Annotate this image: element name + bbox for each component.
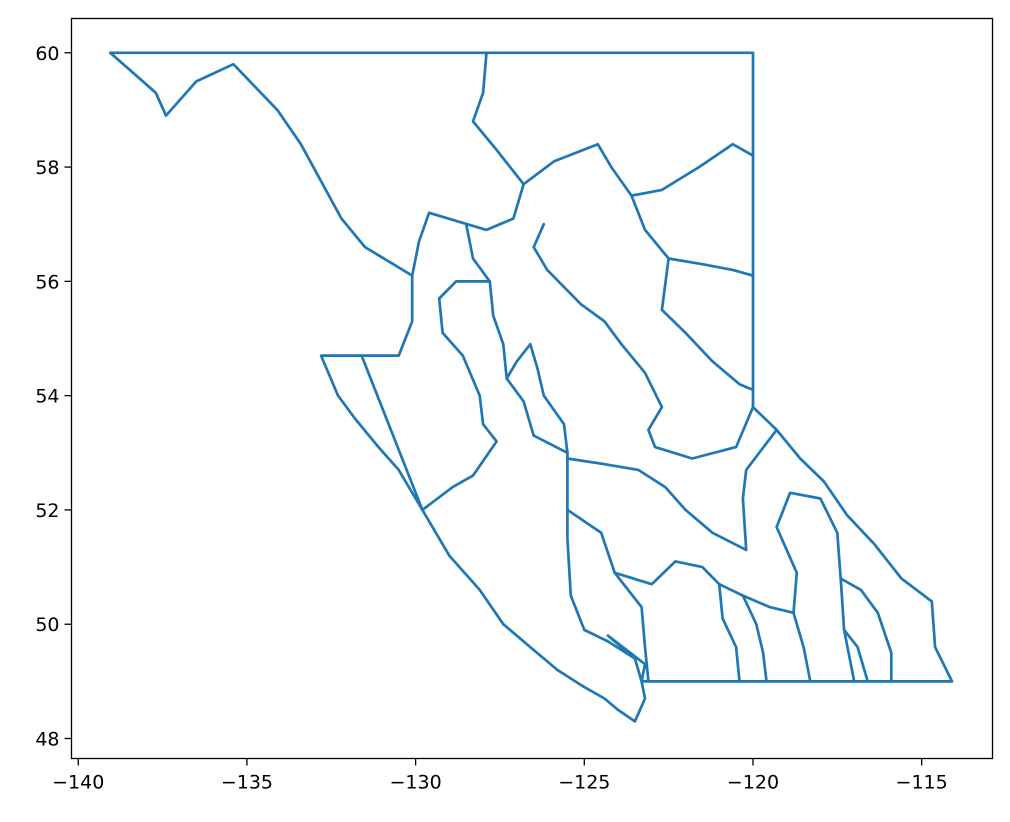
boundary-cariboo-split bbox=[566, 457, 748, 552]
boundary-kootenay-west bbox=[792, 611, 812, 683]
boundary-north-divide bbox=[410, 51, 525, 277]
x-tick-label: −125 bbox=[558, 772, 610, 794]
x-tick-label: −120 bbox=[727, 772, 779, 794]
boundary-skeena-east bbox=[464, 222, 569, 455]
x-tick-label: −140 bbox=[52, 772, 104, 794]
y-axis: 48 50 52 54 56 58 60 bbox=[35, 43, 72, 751]
boundary-fort-nelson-south bbox=[630, 194, 755, 277]
boundary-nechako-south bbox=[505, 342, 569, 455]
boundary-dawson-creek bbox=[660, 257, 755, 392]
x-tick-label: −115 bbox=[896, 772, 948, 794]
boundary-island-boundary bbox=[606, 634, 647, 683]
boundary-haida-gwaii-split bbox=[360, 354, 424, 512]
y-tick-label: 52 bbox=[35, 500, 59, 522]
boundary-bulkley-nechako bbox=[421, 280, 498, 512]
boundary-rockies-split bbox=[839, 577, 893, 683]
y-tick-label: 56 bbox=[35, 271, 59, 293]
y-tick-label: 50 bbox=[35, 614, 59, 636]
boundary-east-kootenay bbox=[842, 628, 870, 683]
boundary-peace-river-west bbox=[532, 222, 755, 460]
boundary-north-thompson bbox=[741, 428, 778, 552]
x-axis: −140 −135 −130 −125 −120 −115 bbox=[52, 758, 948, 794]
y-tick-label: 54 bbox=[35, 386, 59, 408]
x-tick-label: −130 bbox=[390, 772, 442, 794]
boundaries-layer bbox=[108, 51, 954, 723]
boundary-okanagan-east bbox=[741, 594, 768, 683]
boundary-thompson-central bbox=[613, 560, 795, 615]
boundary-kootenay-central bbox=[775, 491, 856, 683]
boundary-thompson-west bbox=[566, 508, 650, 683]
boundary-outer-boundary bbox=[108, 51, 954, 723]
y-tick-label: 48 bbox=[35, 729, 59, 751]
y-tick-label: 58 bbox=[35, 157, 59, 179]
x-tick-label: −135 bbox=[221, 772, 273, 794]
y-tick-label: 60 bbox=[35, 43, 59, 65]
boundary-okanagan-west bbox=[717, 582, 741, 683]
axes-frame bbox=[70, 17, 994, 760]
